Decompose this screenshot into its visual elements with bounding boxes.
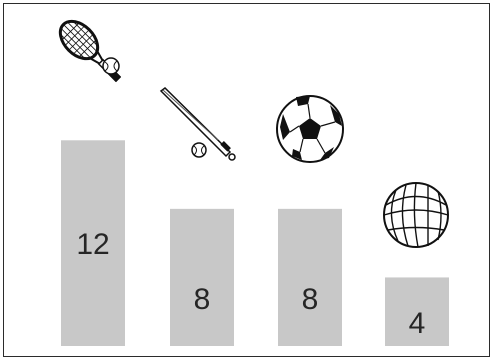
value-label-baseball: 8 — [194, 283, 211, 316]
bar-tennis — [61, 140, 125, 346]
value-label-basketball: 4 — [409, 307, 426, 340]
bar-baseball — [170, 208, 234, 346]
baseball-bat-and-ball-icon — [159, 87, 236, 161]
soccer-ball-icon — [276, 95, 344, 163]
value-label-tennis: 12 — [76, 228, 109, 261]
bar-soccer — [278, 208, 342, 346]
value-label-soccer: 8 — [302, 283, 319, 316]
tennis-racket-and-ball-icon — [58, 19, 122, 83]
bar-basketball — [385, 277, 449, 346]
basketball-icon — [383, 182, 449, 248]
